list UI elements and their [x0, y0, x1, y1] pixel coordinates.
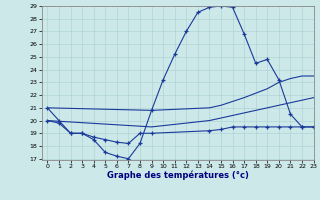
X-axis label: Graphe des températures (°c): Graphe des températures (°c) — [107, 171, 249, 180]
